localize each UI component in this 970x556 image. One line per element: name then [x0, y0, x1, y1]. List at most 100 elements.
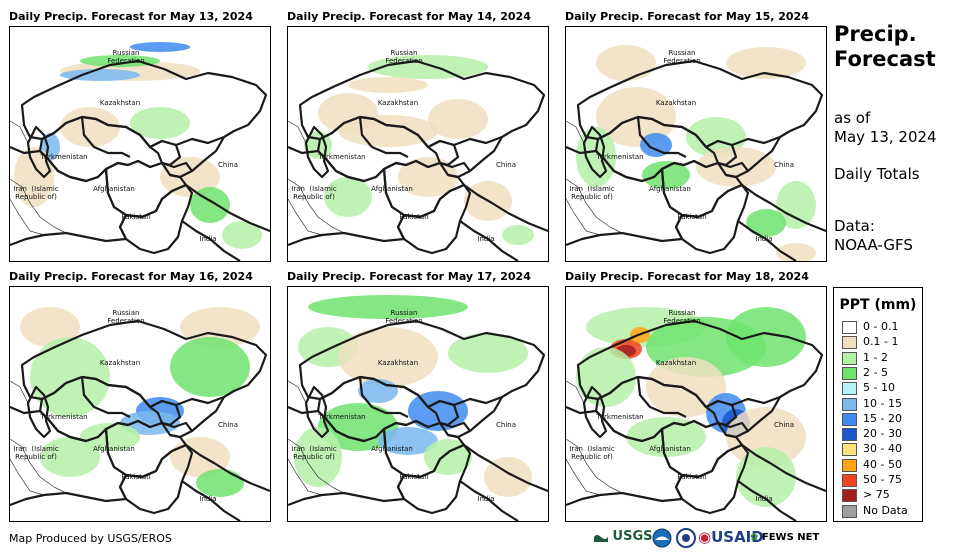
country-label-turkmenistan: Turkmenistan — [318, 413, 366, 421]
coastline — [288, 198, 323, 236]
legend-swatch — [842, 366, 857, 380]
as-of-label: as of — [834, 109, 871, 127]
country-label-iran: Iran (Islamic Republic of) — [13, 185, 59, 201]
precip-area — [338, 115, 438, 147]
usgs-wave-icon — [594, 535, 608, 542]
precip-map: Russian Federation Kazakhstan Turkmenistan… — [287, 286, 549, 522]
country-border — [582, 385, 608, 439]
country-border — [304, 125, 330, 179]
panel-title: Daily Precip. Forecast for May 18, 2024 — [565, 270, 809, 283]
coastline — [288, 438, 345, 494]
legend-label: 0.1 - 1 — [863, 335, 899, 349]
precip-area — [130, 107, 190, 139]
country-label-kazakhstan: Kazakhstan — [99, 359, 141, 367]
precip-area — [338, 327, 438, 387]
country-label-pakistan: Pakistan — [399, 473, 429, 481]
precip-area — [170, 337, 250, 397]
country-label-iran: Iran (Islamic Republic of) — [569, 445, 615, 461]
precip-area — [736, 447, 796, 507]
precip-area — [368, 55, 488, 79]
map-canvas — [288, 295, 548, 521]
precip-area — [40, 437, 100, 477]
precip-area — [776, 181, 816, 229]
country-border — [566, 405, 684, 507]
precip-area — [746, 209, 786, 237]
doc-seal-logo — [676, 528, 696, 550]
country-label-afghanistan: Afghanistan — [649, 185, 691, 193]
precip-area — [30, 337, 110, 417]
country-border — [10, 405, 128, 507]
panel-title: Daily Precip. Forecast for May 16, 2024 — [9, 270, 253, 283]
coastline — [566, 120, 585, 144]
coastline — [566, 178, 623, 234]
legend-swatch — [842, 397, 857, 411]
country-border — [185, 136, 270, 233]
country-border — [26, 385, 52, 439]
forecast-panel-may-18: Daily Precip. Forecast for May 18, 2024 R… — [565, 270, 827, 532]
map-canvas — [566, 45, 826, 261]
fewsnet-emblem-icon: ✿ — [750, 532, 759, 543]
legend-swatch — [842, 474, 857, 487]
precip-map: Russian Federation Kazakhstan Turkmenistan… — [565, 286, 827, 522]
forecast-panel-may-17: Daily Precip. Forecast for May 17, 2024 R… — [287, 270, 549, 532]
legend-label: 15 - 20 — [863, 411, 902, 425]
panel-title: Daily Precip. Forecast for May 14, 2024 — [287, 10, 531, 23]
precip-area — [686, 117, 746, 157]
country-label-india: India — [755, 235, 773, 243]
country-label-russia: Russian Federation — [385, 49, 423, 65]
country-label-india: India — [199, 235, 217, 243]
country-label-india: India — [199, 495, 217, 503]
precip-area — [596, 45, 656, 81]
forecast-panel-may-13: Daily Precip. Forecast for May 13, 2024 R… — [9, 10, 271, 272]
country-border — [288, 145, 406, 247]
panel-title: Daily Precip. Forecast for May 13, 2024 — [9, 10, 253, 23]
legend-label: 0 - 0.1 — [863, 320, 899, 333]
legend-label: 20 - 30 — [863, 427, 902, 441]
legend-label: 50 - 75 — [863, 473, 902, 486]
data-label: Data: — [834, 217, 875, 235]
map-canvas — [288, 55, 548, 261]
coastline — [566, 380, 585, 404]
coastline — [288, 380, 307, 404]
seal-icon — [676, 528, 696, 548]
legend-swatch — [842, 321, 857, 334]
country-label-turkmenistan: Turkmenistan — [318, 153, 366, 161]
legend-label: No Data — [863, 503, 908, 517]
country-label-pakistan: Pakistan — [121, 213, 151, 221]
as-of-date: May 13, 2024 — [834, 128, 937, 146]
country-label-turkmenistan: Turkmenistan — [596, 153, 644, 161]
country-border — [737, 480, 797, 521]
forecast-panel-may-14: Daily Precip. Forecast for May 14, 2024 R… — [287, 10, 549, 272]
panel-title: Daily Precip. Forecast for May 17, 2024 — [287, 270, 531, 283]
country-label-iran: Iran (Islamic Republic of) — [291, 445, 337, 461]
country-label-kazakhstan: Kazakhstan — [99, 99, 141, 107]
precip-layer — [294, 295, 532, 497]
forecast-panel-may-15: Daily Precip. Forecast for May 15, 2024 R… — [565, 10, 827, 272]
country-label-turkmenistan: Turkmenistan — [596, 413, 644, 421]
legend-label: > 75 — [863, 488, 890, 502]
precip-area — [60, 69, 140, 81]
country-label-russia: Russian Federation — [385, 309, 423, 325]
country-label-afghanistan: Afghanistan — [371, 445, 413, 453]
precip-area — [222, 221, 262, 249]
forecast-panel-may-16: Daily Precip. Forecast for May 16, 2024 R… — [9, 270, 271, 532]
precip-area — [80, 55, 160, 67]
country-border — [582, 125, 608, 179]
coastline — [288, 458, 323, 496]
country-label-russia: Russian Federation — [107, 49, 145, 65]
coastline — [566, 458, 601, 496]
coastline — [288, 178, 345, 234]
main-title: Precip. Forecast — [834, 22, 936, 71]
country-border — [737, 220, 797, 261]
legend-label: 30 - 40 — [863, 442, 902, 456]
precip-area — [646, 357, 726, 417]
legend-label: 40 - 50 — [863, 457, 902, 471]
country-label-turkmenistan: Turkmenistan — [40, 413, 88, 421]
country-border — [459, 480, 519, 521]
precip-area — [726, 307, 806, 367]
precip-map: Russian Federation Kazakhstan Turkmenistan… — [287, 26, 549, 262]
country-border — [459, 220, 519, 261]
country-label-pakistan: Pakistan — [677, 473, 707, 481]
coastline — [10, 198, 45, 236]
country-label-kazakhstan: Kazakhstan — [655, 359, 697, 367]
